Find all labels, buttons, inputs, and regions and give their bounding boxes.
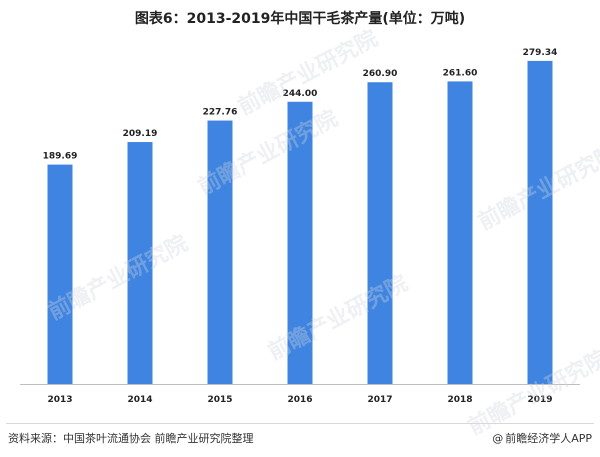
x-tick-label-2015: 2015 <box>207 395 232 405</box>
source-label: 资料来源： <box>8 432 63 445</box>
bar-2017 <box>367 82 393 384</box>
at-sign-icon: @ <box>492 432 504 445</box>
footer-divider <box>6 423 594 424</box>
bar-2018 <box>447 81 473 384</box>
source-text: 中国茶叶流通协会 前瞻产业研究院整理 <box>63 432 254 445</box>
x-tick-label-2019: 2019 <box>527 395 552 405</box>
bar-2013 <box>47 164 73 384</box>
bar-2016 <box>287 101 313 385</box>
x-tick-label-2018: 2018 <box>447 395 472 405</box>
bar-2014 <box>127 142 153 384</box>
data-label-2016: 244.00 <box>283 89 318 99</box>
data-label-2014: 209.19 <box>123 129 158 139</box>
data-label-2018: 261.60 <box>443 68 478 78</box>
data-label-2013: 189.69 <box>43 152 78 162</box>
data-label-2017: 260.90 <box>363 69 398 79</box>
bar-2019 <box>527 60 553 385</box>
credit-text: 前瞻经济学人APP <box>505 432 592 445</box>
chart-title: 图表6：2013-2019年中国干毛茶产量(单位：万吨) <box>134 11 466 27</box>
bar-2015 <box>207 120 233 384</box>
x-tick-label-2017: 2017 <box>367 395 392 405</box>
data-label-2019: 279.34 <box>523 48 558 58</box>
x-tick-label-2013: 2013 <box>47 395 72 405</box>
x-tick-label-2016: 2016 <box>287 395 312 405</box>
data-label-2015: 227.76 <box>203 108 238 118</box>
credit: @ 前瞻经济学人APP <box>492 430 592 446</box>
x-tick-label-2014: 2014 <box>127 395 152 405</box>
source-note: 资料来源：中国茶叶流通协会 前瞻产业研究院整理 <box>8 430 254 446</box>
